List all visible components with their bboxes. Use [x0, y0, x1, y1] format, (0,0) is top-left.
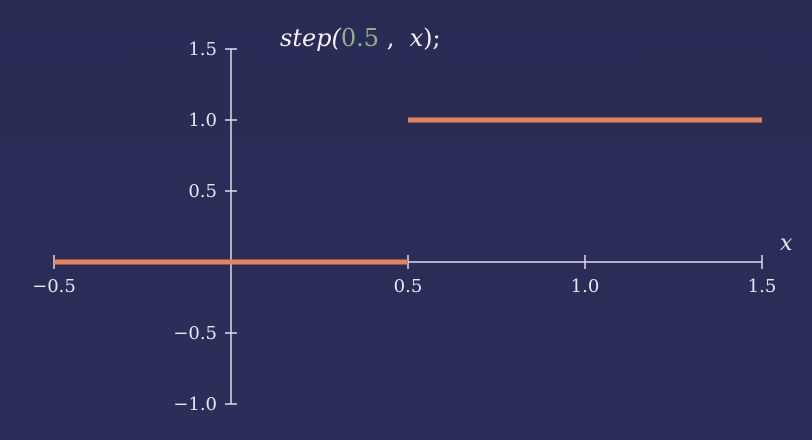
x-axis-label: x [780, 231, 793, 256]
y-tick-label: 1.5 [188, 39, 217, 60]
y-tick-label: −0.5 [173, 323, 217, 344]
x-tick-label: 0.5 [394, 276, 423, 297]
x-tick-label: 1.0 [571, 276, 600, 297]
y-tick-label: 0.5 [188, 181, 217, 202]
formula-separator: , [379, 24, 410, 52]
formula-func: step( [280, 24, 341, 52]
formula-param: 0.5 [340, 24, 380, 52]
y-tick-label: 1.0 [188, 110, 217, 131]
formula-tail: ); [423, 24, 441, 52]
y-tick-label: −1.0 [173, 394, 217, 415]
x-tick-label: −0.5 [32, 276, 76, 297]
step-formula: step(0.5 , x); [280, 24, 441, 52]
x-tick-label: 1.5 [748, 276, 777, 297]
formula-variable: x [409, 24, 424, 52]
